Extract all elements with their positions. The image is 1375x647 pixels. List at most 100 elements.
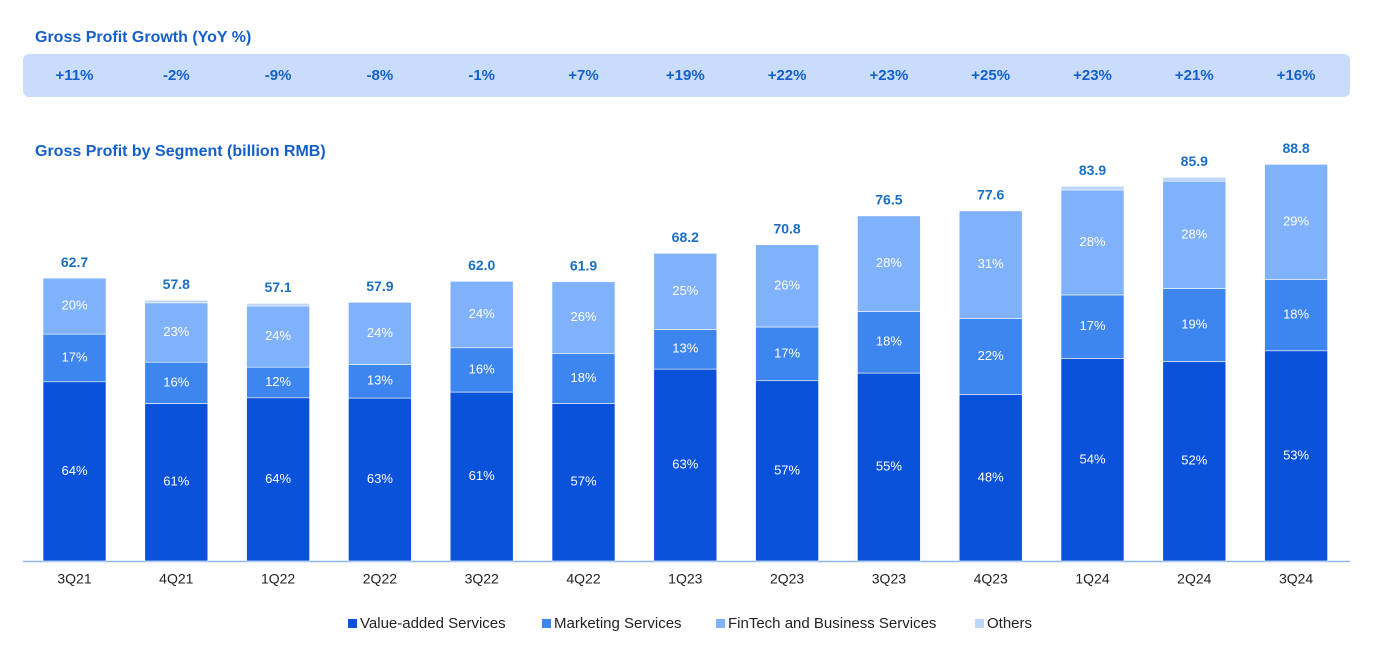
segment-label: 48% — [978, 469, 1004, 484]
segment-label: 13% — [367, 373, 393, 388]
growth-label: +16% — [1277, 67, 1316, 84]
growth-title: Gross Profit Growth (YoY %) — [35, 29, 251, 46]
bar-segment — [348, 397, 412, 562]
bar-segment — [1264, 350, 1328, 562]
total-label: 85.9 — [1181, 153, 1208, 169]
total-label: 61.9 — [570, 257, 597, 273]
segment-label: 20% — [61, 298, 87, 313]
growth-label: +25% — [971, 67, 1010, 84]
growth-label: -9% — [265, 67, 292, 84]
growth-label: -2% — [163, 67, 190, 84]
total-label: 88.8 — [1282, 140, 1309, 156]
legend-swatch — [975, 619, 984, 628]
segment-label: 23% — [163, 324, 189, 339]
bar-segment — [1060, 358, 1125, 562]
segment-label: 25% — [672, 283, 698, 298]
x-tick-label: 1Q22 — [261, 571, 295, 587]
segment-label: 22% — [978, 348, 1004, 363]
bar-segment — [755, 326, 819, 382]
bar-segment — [755, 244, 819, 328]
segment-label: 16% — [163, 374, 189, 389]
legend-swatch — [716, 619, 725, 628]
bar-segment — [449, 347, 514, 393]
segment-label: 17% — [1079, 318, 1105, 333]
segment-label: 24% — [367, 325, 393, 340]
total-label: 83.9 — [1079, 162, 1106, 178]
bar-segment — [246, 366, 310, 399]
legend-label: Marketing Services — [554, 615, 682, 632]
total-label: 57.9 — [366, 278, 393, 294]
bar-segment — [1264, 164, 1328, 280]
segment-label: 28% — [876, 255, 902, 270]
chart-title: Gross Profit by Segment (billion RMB) — [35, 143, 326, 160]
segment-label: 55% — [876, 458, 902, 473]
bar-segment — [653, 253, 718, 330]
x-tick-label: 3Q22 — [465, 571, 499, 587]
x-tick-label: 2Q24 — [1177, 571, 1211, 587]
bar-segment — [42, 381, 107, 562]
bar-segment — [42, 333, 107, 383]
segment-label: 24% — [469, 306, 495, 321]
segment-label: 13% — [672, 341, 698, 356]
segment-label: 18% — [570, 370, 596, 385]
segment-label: 31% — [978, 256, 1004, 271]
x-tick-label: 4Q22 — [566, 571, 600, 587]
x-tick-label: 3Q21 — [57, 571, 91, 587]
growth-label: +21% — [1175, 67, 1214, 84]
growth-label: +23% — [870, 67, 909, 84]
x-tick-label: 3Q23 — [872, 571, 906, 587]
x-tick-label: 4Q23 — [974, 571, 1008, 587]
x-tick-label: 4Q21 — [159, 571, 193, 587]
bar-segment — [246, 397, 310, 562]
x-tick-label: 3Q24 — [1279, 571, 1313, 587]
bar-segment — [1060, 189, 1125, 296]
total-label: 70.8 — [773, 220, 800, 236]
segment-label: 16% — [469, 361, 495, 376]
bar-segment — [1162, 288, 1227, 362]
total-label: 62.7 — [61, 254, 88, 270]
bar-segment — [144, 361, 209, 404]
segment-label: 64% — [265, 471, 291, 486]
growth-label: +11% — [56, 67, 94, 84]
bar-segment — [144, 403, 209, 562]
bar-segment — [1060, 185, 1125, 191]
bar-segment — [144, 302, 209, 363]
segment-label: 28% — [1181, 226, 1207, 241]
total-label: 57.1 — [264, 279, 291, 295]
segment-label: 63% — [367, 471, 393, 486]
bar-segment — [551, 403, 616, 562]
bar-segment — [246, 303, 310, 307]
segment-label: 18% — [1283, 307, 1309, 322]
total-label: 57.8 — [163, 276, 190, 292]
bar-segment — [857, 372, 921, 562]
segment-label: 19% — [1181, 316, 1207, 331]
bar-segment — [1162, 177, 1227, 182]
bar-segment — [653, 368, 718, 562]
segment-label: 28% — [1079, 234, 1105, 249]
bar-segment — [449, 391, 514, 562]
segment-label: 64% — [61, 463, 87, 478]
growth-label: +19% — [666, 67, 705, 84]
legend-label: Value-added Services — [360, 615, 506, 632]
bar-segment — [348, 302, 412, 365]
bar-segment — [551, 353, 616, 404]
bar-segment — [348, 364, 412, 399]
segment-label: 61% — [163, 474, 189, 489]
bar-segment — [958, 318, 1023, 395]
segment-label: 53% — [1283, 447, 1309, 462]
bar-segment — [42, 277, 107, 335]
bar-segment — [653, 329, 718, 370]
bar-segment — [246, 305, 310, 368]
bar-segment — [857, 311, 921, 374]
segment-label: 63% — [672, 456, 698, 471]
bar-segment — [958, 210, 1023, 319]
segment-label: 52% — [1181, 453, 1207, 468]
bar-segment — [1264, 279, 1328, 352]
legend-swatch — [542, 619, 551, 628]
bar-segment — [551, 281, 616, 354]
bar-segment — [449, 280, 514, 349]
growth-label: +22% — [768, 67, 807, 84]
growth-label: +23% — [1073, 67, 1112, 84]
segment-label: 12% — [265, 374, 291, 389]
